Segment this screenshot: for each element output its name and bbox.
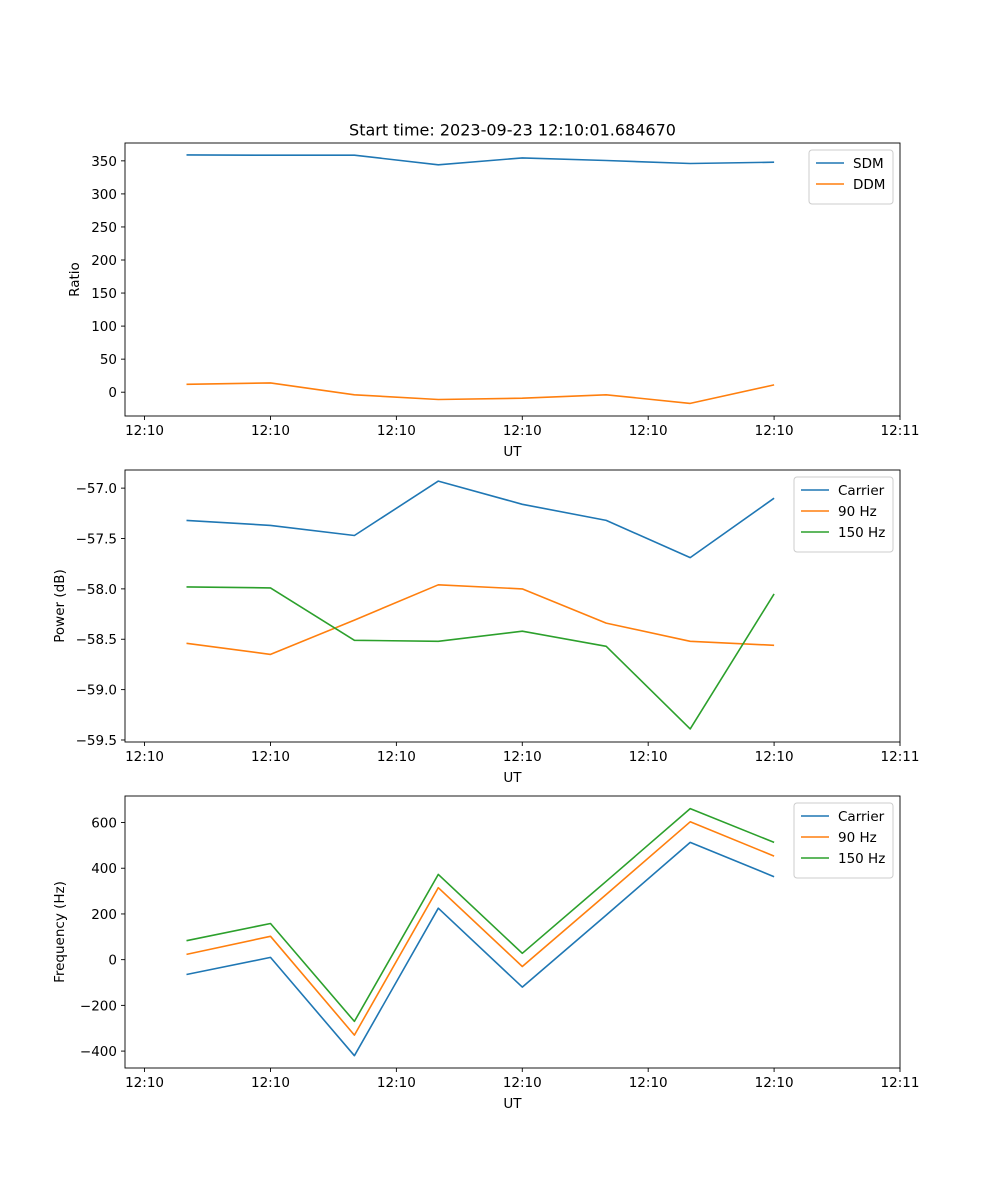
series-line-150-hz [186, 807, 775, 1023]
y-tick-label: −57.5 [76, 532, 117, 548]
y-tick-label: 200 [91, 253, 117, 269]
y-tick-label: 50 [100, 352, 117, 368]
series-line-90-hz [186, 583, 775, 656]
y-tick-label: −200 [80, 998, 117, 1014]
y-tick-label: 350 [91, 154, 117, 170]
y-tick-label: 0 [108, 953, 117, 969]
x-tick-label: 12:10 [377, 423, 416, 439]
charts-container: 12:10 12:10 12:10 12:10 12:10 12:10 12:11 0 50 10… [52, 142, 920, 1112]
x-tick-label: 12:10 [377, 1075, 416, 1091]
subplot-2: 12:10 12:10 12:10 12:10 12:10 12:10 12:11 −59.5… [52, 469, 920, 786]
plot-frame [124, 142, 901, 417]
x-tick-label: 12:10 [629, 749, 668, 765]
series-line-carrier [186, 841, 775, 1057]
series-line-150-hz [186, 586, 775, 730]
legend-label: 90 Hz [838, 504, 877, 520]
y-tick-label: −57.0 [76, 481, 117, 497]
legend-box [793, 476, 894, 553]
x-axis-label: UT [503, 770, 522, 786]
legend-label: SDM [853, 156, 884, 172]
y-tick-label: −59.5 [76, 733, 117, 749]
x-tick-label: 12:11 [881, 749, 920, 765]
y-axis-label: Frequency (Hz) [52, 881, 68, 983]
y-tick-label: 100 [91, 319, 117, 335]
y-tick-label: 400 [91, 861, 117, 877]
legend: Carrier 90 Hz 150 Hz [793, 476, 894, 553]
legend-label: Carrier [838, 809, 885, 825]
x-tick-label: 12:10 [503, 749, 542, 765]
subplot-1: 12:10 12:10 12:10 12:10 12:10 12:10 12:11 0 50 10… [67, 142, 920, 460]
y-axis-label: Power (dB) [52, 569, 68, 642]
legend-box [793, 802, 894, 879]
legend-label: DDM [853, 177, 885, 193]
x-tick-label: 12:10 [377, 749, 416, 765]
y-tick-label: 150 [91, 286, 117, 302]
x-tick-label: 12:11 [881, 423, 920, 439]
x-tick-label: 12:10 [125, 1075, 164, 1091]
legend-label: 150 Hz [838, 851, 885, 867]
y-tick-label: 0 [108, 385, 117, 401]
y-tick-label: −58.0 [76, 582, 117, 598]
legend-label: Carrier [838, 483, 885, 499]
y-tick-label: 250 [91, 220, 117, 236]
y-axis-label: Ratio [67, 262, 83, 297]
x-tick-label: 12:10 [629, 423, 668, 439]
plot-frame [124, 469, 901, 743]
x-tick-label: 12:10 [251, 423, 290, 439]
y-tick-label: 200 [91, 907, 117, 923]
x-tick-label: 12:10 [125, 423, 164, 439]
legend: SDM DDM [808, 149, 894, 205]
y-tick-label: −59.0 [76, 683, 117, 699]
chart-title: Start time: 2023-09-23 12:10:01.684670 [349, 121, 676, 140]
x-tick-label: 12:10 [629, 1075, 668, 1091]
y-tick-label: −58.5 [76, 632, 117, 648]
x-tick-label: 12:10 [755, 749, 794, 765]
y-tick-label: 600 [91, 816, 117, 832]
x-tick-label: 12:11 [881, 1075, 920, 1091]
plot-frame [124, 795, 901, 1069]
x-tick-label: 12:10 [755, 1075, 794, 1091]
legend-label: 90 Hz [838, 830, 877, 846]
x-tick-label: 12:10 [251, 1075, 290, 1091]
series-line-sdm [186, 154, 775, 166]
x-axis-label: UT [503, 444, 522, 460]
series-line-ddm [186, 382, 775, 405]
x-tick-label: 12:10 [251, 749, 290, 765]
series-line-carrier [186, 480, 775, 559]
x-tick-label: 12:10 [125, 749, 164, 765]
x-axis-label: UT [503, 1096, 522, 1112]
y-tick-label: 300 [91, 187, 117, 203]
subplot-3: 12:10 12:10 12:10 12:10 12:10 12:10 12:11 −400 −… [52, 795, 920, 1112]
x-tick-label: 12:10 [503, 423, 542, 439]
x-tick-label: 12:10 [755, 423, 794, 439]
x-tick-label: 12:10 [503, 1075, 542, 1091]
series-line-90-hz [186, 820, 775, 1036]
legend: Carrier 90 Hz 150 Hz [793, 802, 894, 879]
y-tick-label: −400 [80, 1044, 117, 1060]
legend-label: 150 Hz [838, 525, 885, 541]
